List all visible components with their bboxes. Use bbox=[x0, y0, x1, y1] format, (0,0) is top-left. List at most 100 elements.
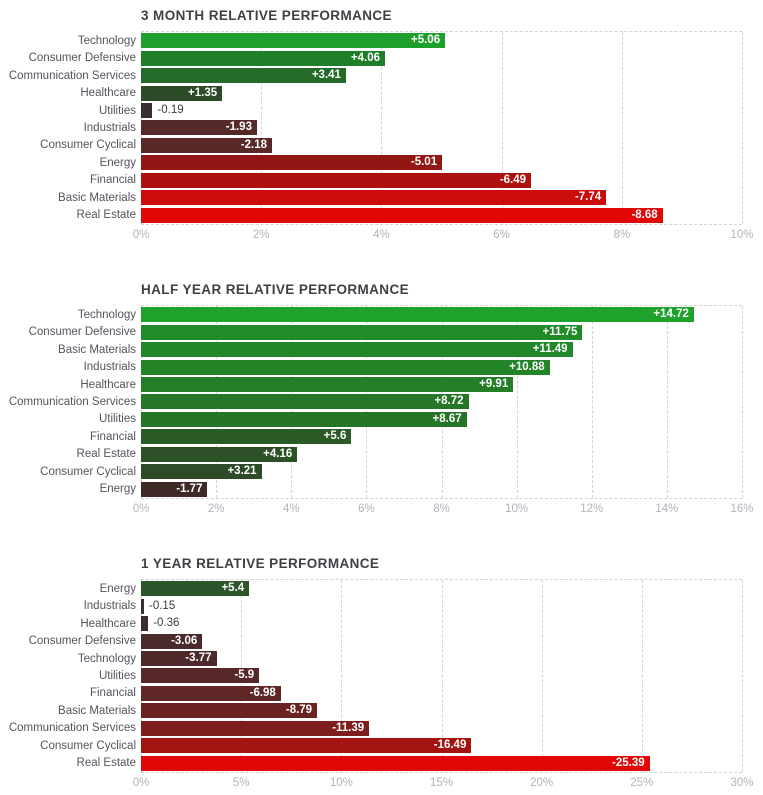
bar-row: -1.93 bbox=[141, 119, 742, 136]
axis-tick-label: 2% bbox=[207, 503, 225, 515]
performance-bar: +14.72 bbox=[141, 307, 694, 323]
performance-bar: -11.39 bbox=[141, 720, 370, 736]
bar-row: +9.91 bbox=[141, 376, 742, 393]
x-axis: 0% 5% 10% 15% 20% 25% 30% bbox=[133, 773, 754, 792]
category-label: Financial bbox=[89, 174, 136, 187]
gridline bbox=[541, 580, 543, 772]
axis-tick-label: 10% bbox=[329, 777, 353, 789]
gridline bbox=[261, 32, 263, 224]
category-label: Financial bbox=[89, 430, 136, 443]
axis-tick-label: 30% bbox=[730, 777, 754, 789]
bar-row: -8.68 bbox=[141, 207, 742, 224]
bar-value-label: -16.49 bbox=[433, 739, 467, 752]
bar-value-label: +10.88 bbox=[509, 360, 545, 373]
category-label: Utilities bbox=[98, 413, 136, 426]
bar-row: +8.72 bbox=[141, 393, 742, 410]
bar-row: -5.01 bbox=[141, 154, 742, 171]
category-label: Utilities bbox=[98, 669, 136, 682]
bar-value-label: +5.06 bbox=[411, 34, 441, 47]
category-label: Real Estate bbox=[76, 757, 136, 770]
performance-bar: +8.72 bbox=[141, 394, 469, 410]
bar-value-label: -3.77 bbox=[185, 652, 212, 665]
gridline bbox=[381, 32, 383, 224]
category-label: Industrials bbox=[83, 121, 136, 134]
bar-row: -0.19 bbox=[141, 102, 742, 119]
performance-bar: +1.35 bbox=[141, 85, 223, 101]
category-label: Communication Services bbox=[8, 722, 136, 735]
x-axis: 0% 2% 4% 6% 8% 10% 12% 14% 16% bbox=[133, 499, 754, 518]
performance-bar: +4.16 bbox=[141, 446, 298, 462]
category-label: Consumer Defensive bbox=[28, 52, 136, 65]
performance-bar: -8.79 bbox=[141, 703, 318, 719]
axis-tick-label: 10% bbox=[730, 229, 754, 241]
bar-row: -1.77 bbox=[141, 481, 742, 498]
bar-row: -16.49 bbox=[141, 737, 742, 754]
performance-bar: +5.06 bbox=[141, 33, 446, 49]
axis-tick-label: 8% bbox=[613, 229, 631, 241]
performance-bar: -25.39 bbox=[141, 755, 650, 771]
bar-row: -6.49 bbox=[141, 172, 742, 189]
axis-tick-label: 14% bbox=[655, 503, 679, 515]
category-label: Healthcare bbox=[80, 378, 136, 391]
category-label: Energy bbox=[99, 156, 136, 169]
axis-tick-label: 2% bbox=[252, 229, 270, 241]
axis-tick-label: 20% bbox=[530, 777, 554, 789]
bar-value-label: +11.49 bbox=[532, 343, 568, 356]
chart-title: HALF YEAR RELATIVE PERFORMANCE bbox=[141, 282, 410, 297]
bar-value-label: -6.98 bbox=[249, 686, 276, 699]
chart-3-month-relative-performance: 3 MONTH RELATIVE PERFORMANCE Technology C… bbox=[0, 0, 763, 244]
chart-body: Energy Industrials Healthcare Consumer Defe… bbox=[0, 579, 763, 773]
bar-row: -0.36 bbox=[141, 615, 742, 632]
category-label: Basic Materials bbox=[58, 191, 136, 204]
gridline bbox=[501, 32, 503, 224]
bar-value-label: -5.01 bbox=[410, 156, 438, 169]
gridline bbox=[742, 306, 743, 498]
bar-row: +10.88 bbox=[141, 358, 742, 375]
performance-bar: -3.77 bbox=[141, 651, 217, 667]
bar-value-label: -2.18 bbox=[240, 138, 268, 151]
gridline bbox=[591, 306, 593, 498]
category-label: Technology bbox=[77, 34, 136, 47]
category-label: Financial bbox=[89, 687, 136, 700]
category-label: Basic Materials bbox=[58, 704, 136, 717]
bar-row: -3.77 bbox=[141, 650, 742, 667]
performance-bar: +10.88 bbox=[141, 359, 550, 375]
bar-value-label: -1.93 bbox=[225, 121, 252, 134]
plot-area: +5.06 +4.06 +3.41 +1.35 -0.19 -1.93 -2.18 -5.01… bbox=[141, 31, 743, 225]
bar-row: +5.6 bbox=[141, 428, 742, 445]
bar-value-label: -0.36 bbox=[153, 617, 180, 630]
performance-bar bbox=[141, 598, 144, 614]
gridline bbox=[666, 306, 668, 498]
axis-tick-label: 12% bbox=[580, 503, 604, 515]
performance-bar bbox=[141, 103, 153, 119]
bar-row: -3.06 bbox=[141, 632, 742, 649]
performance-bar: -8.68 bbox=[141, 207, 663, 223]
category-labels: Energy Industrials Healthcare Consumer Defe… bbox=[0, 579, 141, 773]
axis-tick-label: 4% bbox=[282, 503, 300, 515]
performance-bar: -5.9 bbox=[141, 668, 260, 684]
bar-row: -0.15 bbox=[141, 597, 742, 614]
gridline bbox=[621, 32, 623, 224]
performance-bar: -6.98 bbox=[141, 685, 281, 701]
bar-value-label: -8.79 bbox=[285, 704, 313, 717]
bar-row: +11.49 bbox=[141, 341, 742, 358]
performance-bar: -5.01 bbox=[141, 155, 443, 171]
bar-row: -11.39 bbox=[141, 720, 742, 737]
bar-value-label: +14.72 bbox=[653, 308, 689, 321]
performance-bar: +8.67 bbox=[141, 411, 467, 427]
gridline bbox=[341, 580, 343, 772]
bar-row: -7.74 bbox=[141, 189, 742, 206]
axis-tick-label: 0% bbox=[132, 229, 150, 241]
performance-bar: -1.93 bbox=[141, 120, 257, 136]
gridline bbox=[641, 580, 643, 772]
bar-row: +4.06 bbox=[141, 49, 742, 66]
category-label: Industrials bbox=[83, 361, 136, 374]
gridline bbox=[516, 306, 518, 498]
performance-bar: +4.06 bbox=[141, 50, 385, 66]
performance-bar bbox=[141, 616, 149, 632]
bar-value-label: -5.9 bbox=[234, 669, 255, 682]
bar-value-label: -3.06 bbox=[171, 634, 198, 647]
bar-value-label: -6.49 bbox=[499, 173, 527, 186]
bar-row: +1.35 bbox=[141, 84, 742, 101]
